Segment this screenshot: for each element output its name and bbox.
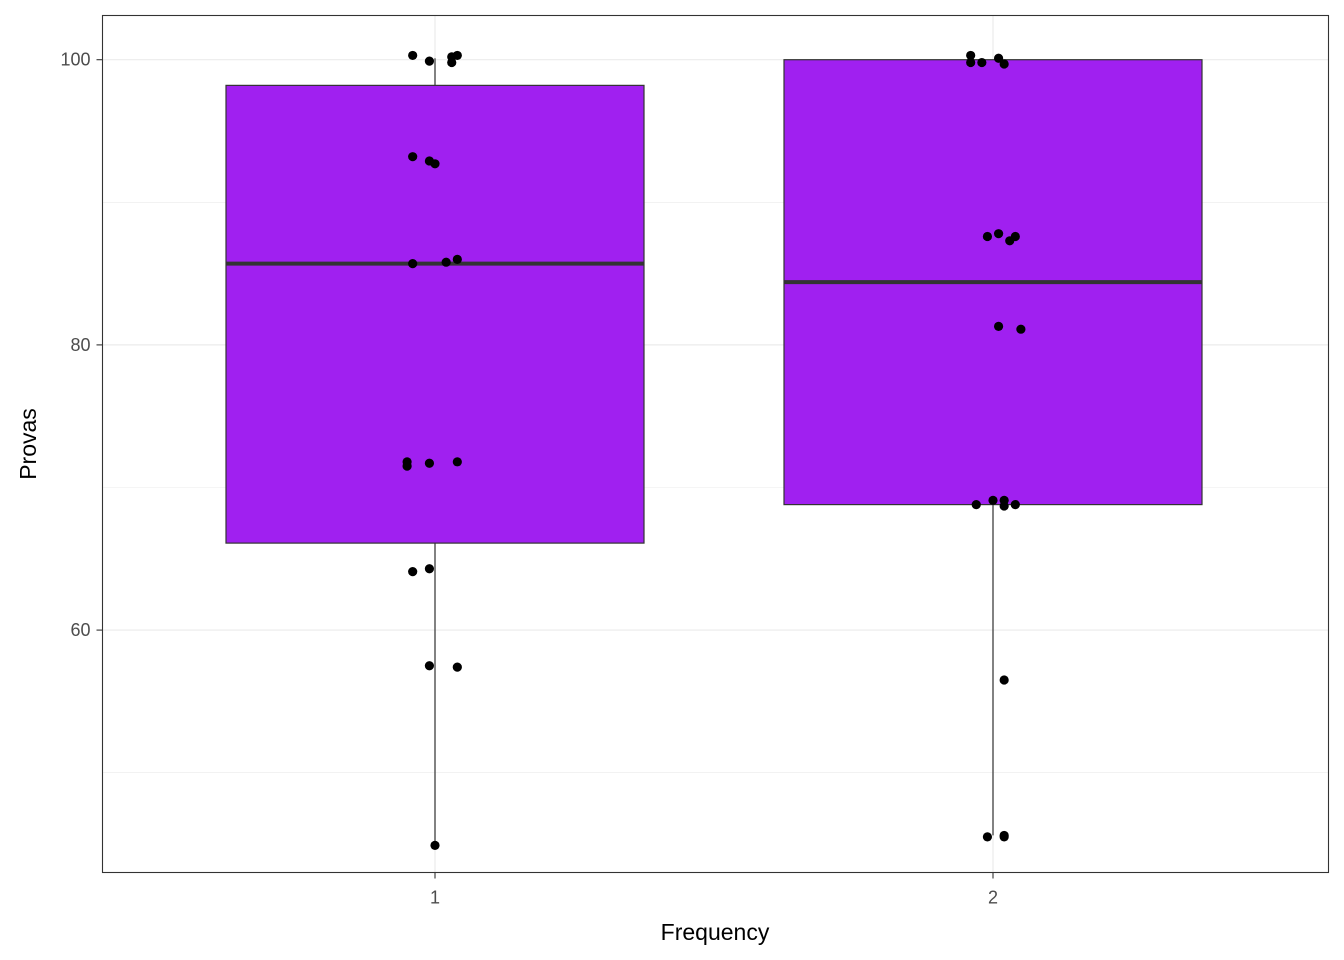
data-point	[999, 501, 1009, 511]
data-point	[430, 840, 440, 851]
data-point	[452, 457, 462, 467]
y-tick-label: 100	[60, 50, 90, 70]
data-point	[452, 50, 462, 61]
data-point	[452, 662, 462, 672]
y-tick-label: 80	[70, 335, 90, 355]
data-point	[424, 56, 435, 66]
y-tick-label: 60	[70, 620, 90, 640]
data-point	[999, 59, 1009, 69]
data-point	[1010, 500, 1020, 510]
data-point	[441, 257, 451, 267]
data-point	[402, 461, 412, 471]
data-point	[982, 231, 993, 242]
y-axis-title: Provas	[15, 408, 41, 480]
data-point	[447, 57, 457, 68]
data-point	[993, 321, 1004, 331]
data-point	[452, 254, 462, 264]
x-tick-label: 2	[988, 888, 998, 908]
data-point	[424, 661, 435, 671]
data-point	[408, 259, 418, 269]
data-point	[966, 57, 976, 68]
data-point	[408, 152, 418, 162]
data-point	[993, 53, 1004, 63]
data-point	[424, 458, 435, 468]
x-axis-title: Frequency	[661, 919, 770, 945]
data-point	[999, 832, 1009, 842]
data-point	[408, 50, 418, 61]
data-point	[424, 564, 435, 574]
data-point	[971, 500, 981, 510]
data-point	[999, 675, 1009, 685]
data-point	[982, 832, 993, 842]
axes: 60 80 100 1 2	[60, 50, 998, 908]
boxes	[225, 58, 1203, 846]
data-points	[402, 50, 1026, 851]
panel-border	[101, 14, 1330, 874]
box-1	[225, 84, 645, 544]
x-tick-label: 1	[430, 888, 440, 908]
data-point	[966, 50, 976, 61]
data-point	[430, 159, 440, 169]
data-point	[1010, 231, 1020, 242]
data-point	[988, 495, 998, 505]
data-point	[977, 57, 987, 68]
data-point	[993, 229, 1004, 239]
data-point	[1016, 324, 1026, 334]
data-point	[408, 567, 418, 577]
